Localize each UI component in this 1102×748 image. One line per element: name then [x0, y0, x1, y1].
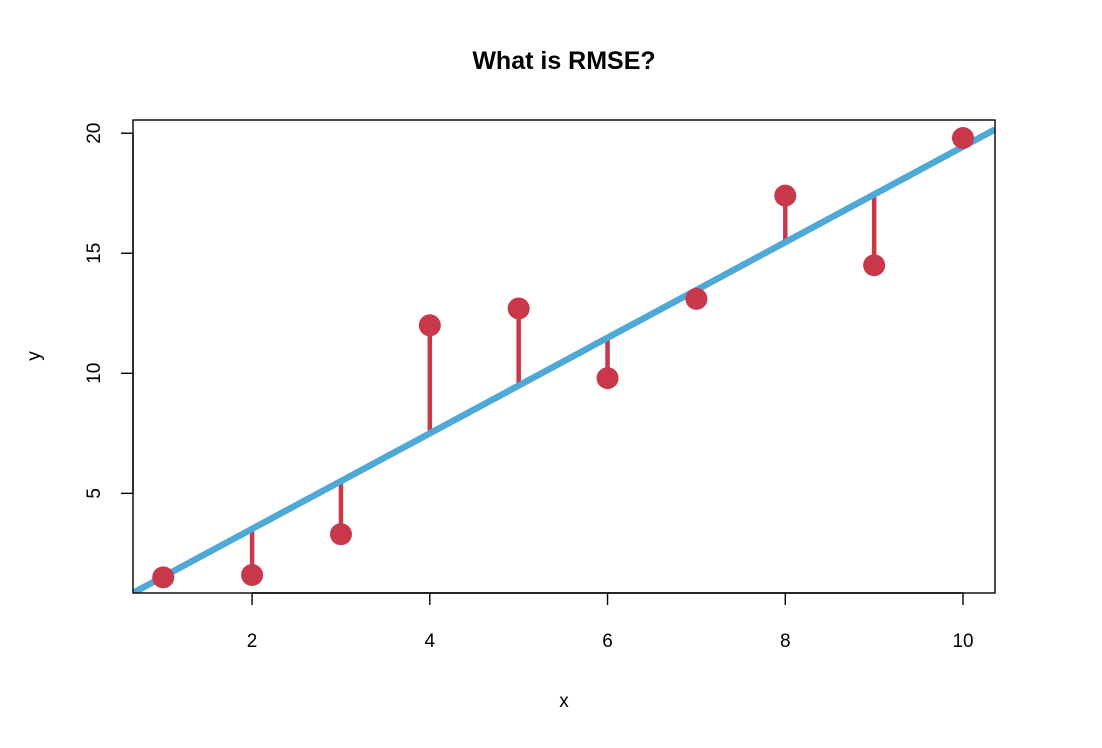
- x-tick-label: 8: [780, 631, 791, 652]
- data-point: [418, 314, 441, 337]
- y-tick-label: 15: [84, 243, 105, 264]
- data-point: [685, 287, 708, 310]
- data-point: [863, 254, 886, 277]
- y-axis: 5 10 15 20: [84, 123, 134, 499]
- data-points: [152, 127, 975, 589]
- data-point: [952, 127, 975, 150]
- x-axis-label: x: [559, 691, 569, 712]
- x-tick-label: 6: [602, 631, 613, 652]
- y-tick-label: 20: [84, 123, 105, 144]
- data-point: [774, 184, 797, 207]
- fit-line: [133, 126, 995, 593]
- data-point: [329, 523, 352, 546]
- x-tick-label: 4: [425, 631, 436, 652]
- plot-area: [133, 126, 995, 593]
- data-point: [507, 297, 530, 320]
- x-axis: 2 4 6 8 10: [247, 592, 974, 652]
- fit-line-group: [133, 126, 995, 593]
- data-point: [152, 566, 175, 589]
- y-tick-label: 5: [84, 488, 105, 499]
- data-point: [241, 563, 264, 586]
- y-axis-label: y: [24, 351, 45, 361]
- x-tick-label: 2: [247, 631, 258, 652]
- y-tick-label: 10: [84, 363, 105, 384]
- chart-title: What is RMSE?: [472, 47, 655, 75]
- x-tick-label: 10: [952, 631, 973, 652]
- data-point: [596, 367, 619, 390]
